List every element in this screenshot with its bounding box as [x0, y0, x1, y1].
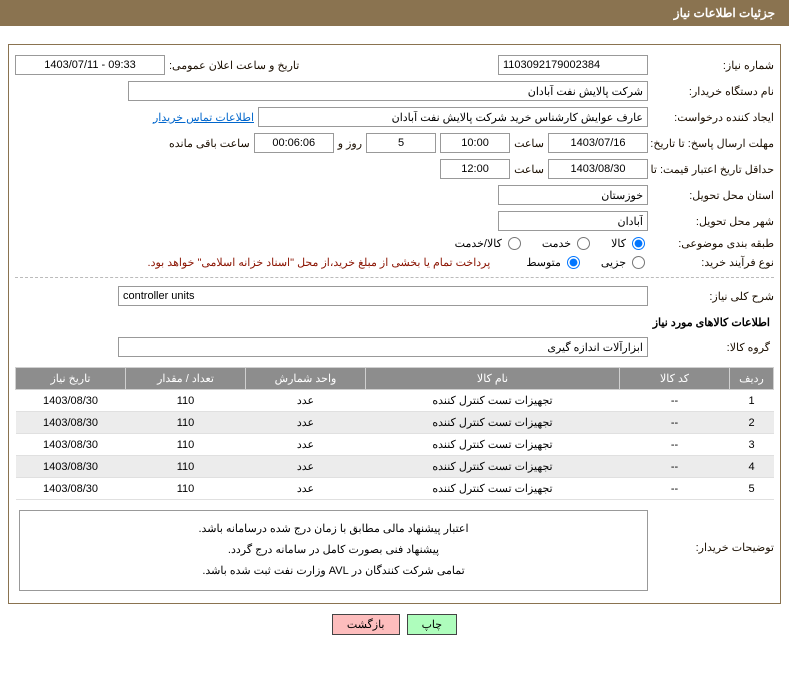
header-title: جزئیات اطلاعات نیاز: [674, 6, 775, 20]
cell-date: 1403/08/30: [16, 456, 126, 478]
need-no-label: شماره نیاز:: [652, 59, 774, 72]
cell-qty: 110: [126, 478, 246, 500]
process-label: نوع فرآیند خرید:: [652, 256, 774, 269]
time-label-1: ساعت: [514, 137, 544, 150]
cell-unit: عدد: [246, 412, 366, 434]
province-label: استان محل تحویل:: [652, 189, 774, 202]
remaining-label: ساعت باقی مانده: [169, 137, 250, 150]
cell-unit: عدد: [246, 478, 366, 500]
cell-row: 5: [730, 478, 774, 500]
cell-date: 1403/08/30: [16, 434, 126, 456]
cell-date: 1403/08/30: [16, 390, 126, 412]
th-qty: تعداد / مقدار: [126, 368, 246, 390]
category-opt-goods: کالا: [611, 237, 626, 250]
cell-name: تجهیزات تست کنترل کننده: [366, 478, 620, 500]
buyer-note-line1: اعتبار پیشنهاد مالی مطابق با زمان درج شد…: [30, 519, 637, 540]
items-table: ردیف کد کالا نام کالا واحد شمارش تعداد /…: [15, 367, 774, 500]
deadline-time-input[interactable]: [440, 133, 510, 153]
th-date: تاریخ نیاز: [16, 368, 126, 390]
cell-row: 2: [730, 412, 774, 434]
table-row: 1--تجهیزات تست کنترل کنندهعدد1101403/08/…: [16, 390, 774, 412]
days-text: روز و: [338, 137, 362, 150]
cell-date: 1403/08/30: [16, 412, 126, 434]
cell-qty: 110: [126, 434, 246, 456]
cell-row: 3: [730, 434, 774, 456]
category-opt-service: خدمت: [542, 237, 571, 250]
cell-qty: 110: [126, 412, 246, 434]
cell-row: 4: [730, 456, 774, 478]
cell-name: تجهیزات تست کنترل کننده: [366, 412, 620, 434]
cell-unit: عدد: [246, 434, 366, 456]
footer-buttons: چاپ بازگشت: [0, 614, 789, 635]
category-radio-service[interactable]: [577, 237, 590, 250]
table-row: 4--تجهیزات تست کنترل کنندهعدد1101403/08/…: [16, 456, 774, 478]
category-radio-both[interactable]: [508, 237, 521, 250]
days-input[interactable]: [366, 133, 436, 153]
items-section-title: اطلاعات کالاهای مورد نیاز: [19, 316, 770, 329]
min-valid-label: حداقل تاریخ اعتبار قیمت: تا تاریخ:: [652, 163, 774, 176]
buyer-contact-link[interactable]: اطلاعات تماس خریدار: [153, 111, 254, 124]
brief-input[interactable]: [118, 286, 648, 306]
payment-note: پرداخت تمام یا بخشی از مبلغ خرید،از محل …: [148, 256, 491, 269]
buyer-org-input[interactable]: [128, 81, 648, 101]
table-row: 3--تجهیزات تست کنترل کنندهعدد1101403/08/…: [16, 434, 774, 456]
process-opt-medium: متوسط: [526, 256, 561, 269]
city-label: شهر محل تحویل:: [652, 215, 774, 228]
cell-date: 1403/08/30: [16, 478, 126, 500]
process-opt-minor: جزیی: [601, 256, 626, 269]
process-radio-minor[interactable]: [632, 256, 645, 269]
cell-unit: عدد: [246, 456, 366, 478]
print-button[interactable]: چاپ: [407, 614, 458, 635]
requestor-label: ایجاد کننده درخواست:: [652, 111, 774, 124]
table-row: 2--تجهیزات تست کنترل کنندهعدد1101403/08/…: [16, 412, 774, 434]
buyer-org-label: نام دستگاه خریدار:: [652, 85, 774, 98]
cell-code: --: [620, 412, 730, 434]
th-name: نام کالا: [366, 368, 620, 390]
cell-unit: عدد: [246, 390, 366, 412]
group-input[interactable]: [118, 337, 648, 357]
min-valid-time-input[interactable]: [440, 159, 510, 179]
announce-datetime-label: تاریخ و ساعت اعلان عمومی:: [169, 59, 299, 72]
separator-1: [15, 277, 774, 278]
main-panel: شماره نیاز: تاریخ و ساعت اعلان عمومی: نا…: [8, 44, 781, 604]
deadline-date-input[interactable]: [548, 133, 648, 153]
need-no-input[interactable]: [498, 55, 648, 75]
announce-datetime-input[interactable]: [15, 55, 165, 75]
category-label: طبقه بندی موضوعی:: [652, 237, 774, 250]
th-code: کد کالا: [620, 368, 730, 390]
cell-qty: 110: [126, 456, 246, 478]
process-radio-medium[interactable]: [567, 256, 580, 269]
cell-code: --: [620, 434, 730, 456]
cell-name: تجهیزات تست کنترل کننده: [366, 434, 620, 456]
cell-name: تجهیزات تست کنترل کننده: [366, 456, 620, 478]
page-header: جزئیات اطلاعات نیاز: [0, 0, 789, 26]
cell-name: تجهیزات تست کنترل کننده: [366, 390, 620, 412]
table-row: 5--تجهیزات تست کنترل کنندهعدد1101403/08/…: [16, 478, 774, 500]
requestor-input[interactable]: [258, 107, 648, 127]
category-opt-both: کالا/خدمت: [455, 237, 502, 250]
buyer-notes-label: توضیحات خریدار:: [652, 500, 774, 595]
deadline-label: مهلت ارسال پاسخ: تا تاریخ:: [652, 137, 774, 150]
brief-label: شرح کلی نیاز:: [652, 290, 774, 303]
buyer-note-line3: تمامی شرکت کنندگان در AVL وزارت نفت ثبت …: [30, 561, 637, 582]
cell-code: --: [620, 478, 730, 500]
remaining-time-input[interactable]: [254, 133, 334, 153]
cell-code: --: [620, 390, 730, 412]
cell-qty: 110: [126, 390, 246, 412]
buyer-note-line2: پیشنهاد فنی بصورت کامل در سامانه درج گرد…: [30, 540, 637, 561]
min-valid-date-input[interactable]: [548, 159, 648, 179]
province-input[interactable]: [498, 185, 648, 205]
cell-code: --: [620, 456, 730, 478]
city-input[interactable]: [498, 211, 648, 231]
back-button[interactable]: بازگشت: [332, 614, 400, 635]
th-row: ردیف: [730, 368, 774, 390]
cell-row: 1: [730, 390, 774, 412]
group-label: گروه کالا:: [648, 341, 770, 354]
category-radio-goods[interactable]: [632, 237, 645, 250]
th-unit: واحد شمارش: [246, 368, 366, 390]
buyer-notes-box: اعتبار پیشنهاد مالی مطابق با زمان درج شد…: [19, 510, 648, 591]
time-label-2: ساعت: [514, 163, 544, 176]
